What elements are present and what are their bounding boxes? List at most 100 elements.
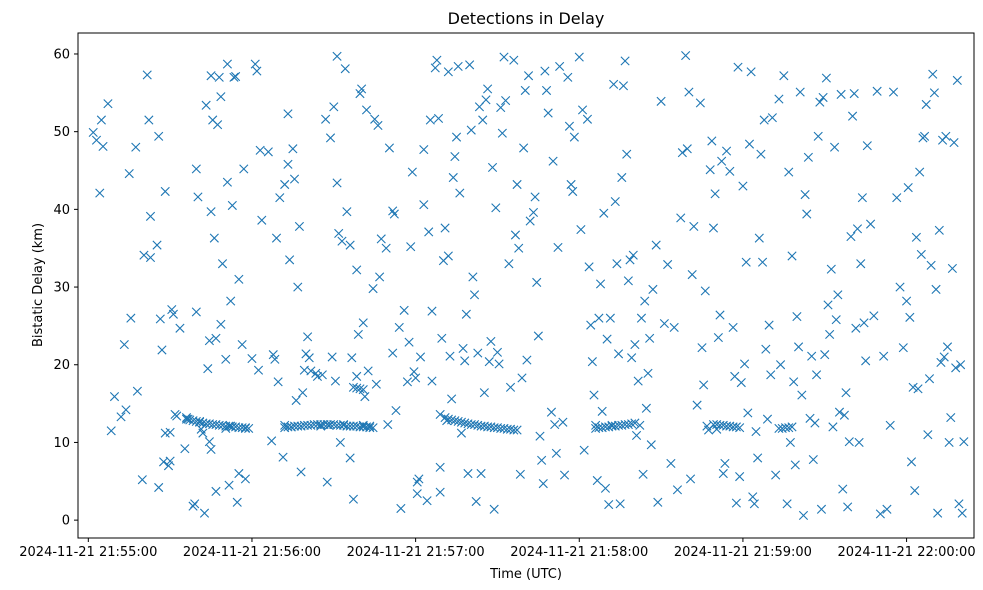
detection-point	[211, 333, 221, 343]
detection-point	[103, 99, 113, 109]
detection-point	[484, 357, 494, 367]
detection-point	[862, 141, 872, 151]
detection-point	[533, 331, 543, 341]
detection-point	[959, 437, 969, 447]
chart-title: Detections in Delay	[448, 9, 605, 28]
detection-point	[779, 71, 789, 81]
detection-point	[859, 318, 869, 328]
detection-point	[695, 98, 705, 108]
detection-point	[512, 179, 522, 190]
detection-point	[180, 444, 190, 454]
detection-point	[875, 509, 885, 519]
detection-point	[795, 87, 805, 97]
detection-point	[550, 419, 560, 430]
detection-point	[699, 380, 709, 390]
detection-point	[754, 233, 764, 243]
detection-point	[952, 75, 962, 85]
detection-point	[784, 423, 794, 433]
detection-point	[160, 186, 170, 197]
detection-point	[412, 477, 422, 487]
detection-point	[955, 360, 966, 370]
detection-point	[469, 290, 480, 300]
detection-point	[231, 71, 241, 82]
detection-point	[535, 431, 545, 441]
detection-point	[353, 329, 363, 340]
detection-point	[299, 420, 309, 430]
plot-frame	[77, 32, 975, 539]
detection-point	[851, 323, 861, 333]
x-tick-label: 2024-11-21 21:57:00	[347, 545, 485, 560]
detection-point	[116, 412, 126, 422]
detection-point	[412, 489, 422, 499]
x-tick-label: 2024-11-21 21:56:00	[183, 545, 321, 560]
detection-point	[785, 437, 795, 448]
detection-point	[267, 436, 277, 446]
detection-point	[710, 189, 720, 199]
detection-point	[191, 164, 201, 174]
detection-point	[355, 384, 365, 394]
detection-point	[165, 456, 175, 466]
detection-point	[435, 487, 445, 497]
detection-point	[388, 348, 398, 358]
detection-point	[448, 172, 458, 183]
detection-point	[154, 131, 164, 141]
detection-point	[764, 320, 774, 330]
detection-point	[741, 257, 751, 267]
detection-point	[285, 255, 295, 265]
detection-point	[882, 504, 892, 514]
detection-point	[257, 215, 267, 225]
detection-point	[569, 132, 579, 142]
detection-point	[681, 50, 691, 61]
detection-point	[738, 181, 748, 191]
detection-point	[793, 342, 804, 352]
detection-point	[384, 143, 395, 153]
detection-point	[636, 313, 647, 323]
detection-point	[216, 92, 226, 102]
detection-point	[687, 270, 697, 280]
detection-point	[743, 408, 753, 418]
detection-point	[252, 66, 262, 76]
y-tick-label: 10	[53, 436, 70, 451]
detection-point	[857, 193, 867, 203]
detection-point	[139, 250, 149, 260]
detection-point	[689, 221, 699, 232]
detection-point	[234, 274, 244, 284]
detection-point	[861, 356, 871, 366]
detection-point	[332, 51, 342, 61]
detection-point	[415, 352, 426, 362]
detection-point	[774, 94, 784, 104]
detection-point	[198, 428, 208, 438]
detection-point	[461, 309, 471, 319]
detection-point	[630, 418, 640, 428]
detection-point	[283, 159, 293, 169]
detection-point	[342, 207, 352, 217]
detection-point	[226, 296, 236, 306]
detection-point	[839, 410, 849, 420]
detection-point	[838, 484, 848, 494]
detection-point	[483, 84, 493, 94]
detection-point	[427, 306, 437, 316]
detection-point	[247, 353, 257, 364]
detection-point	[775, 360, 786, 370]
detection-point	[901, 296, 912, 306]
detection-point	[373, 120, 383, 131]
detection-point	[168, 309, 178, 319]
detection-point	[931, 284, 941, 294]
detection-point	[800, 190, 810, 200]
detection-point	[523, 71, 534, 81]
detection-point	[645, 333, 655, 343]
detection-point	[271, 233, 282, 243]
detection-point	[312, 419, 323, 430]
detection-point	[312, 371, 323, 381]
detection-point	[468, 272, 478, 282]
detection-point	[713, 332, 723, 343]
detection-point	[705, 165, 715, 175]
detection-point	[808, 454, 818, 465]
detection-point	[216, 319, 226, 329]
detection-point	[383, 419, 393, 430]
detection-point	[898, 343, 908, 353]
detection-point	[132, 386, 142, 396]
x-axis-label: Time (UTC)	[489, 567, 562, 582]
detection-point	[761, 344, 771, 354]
